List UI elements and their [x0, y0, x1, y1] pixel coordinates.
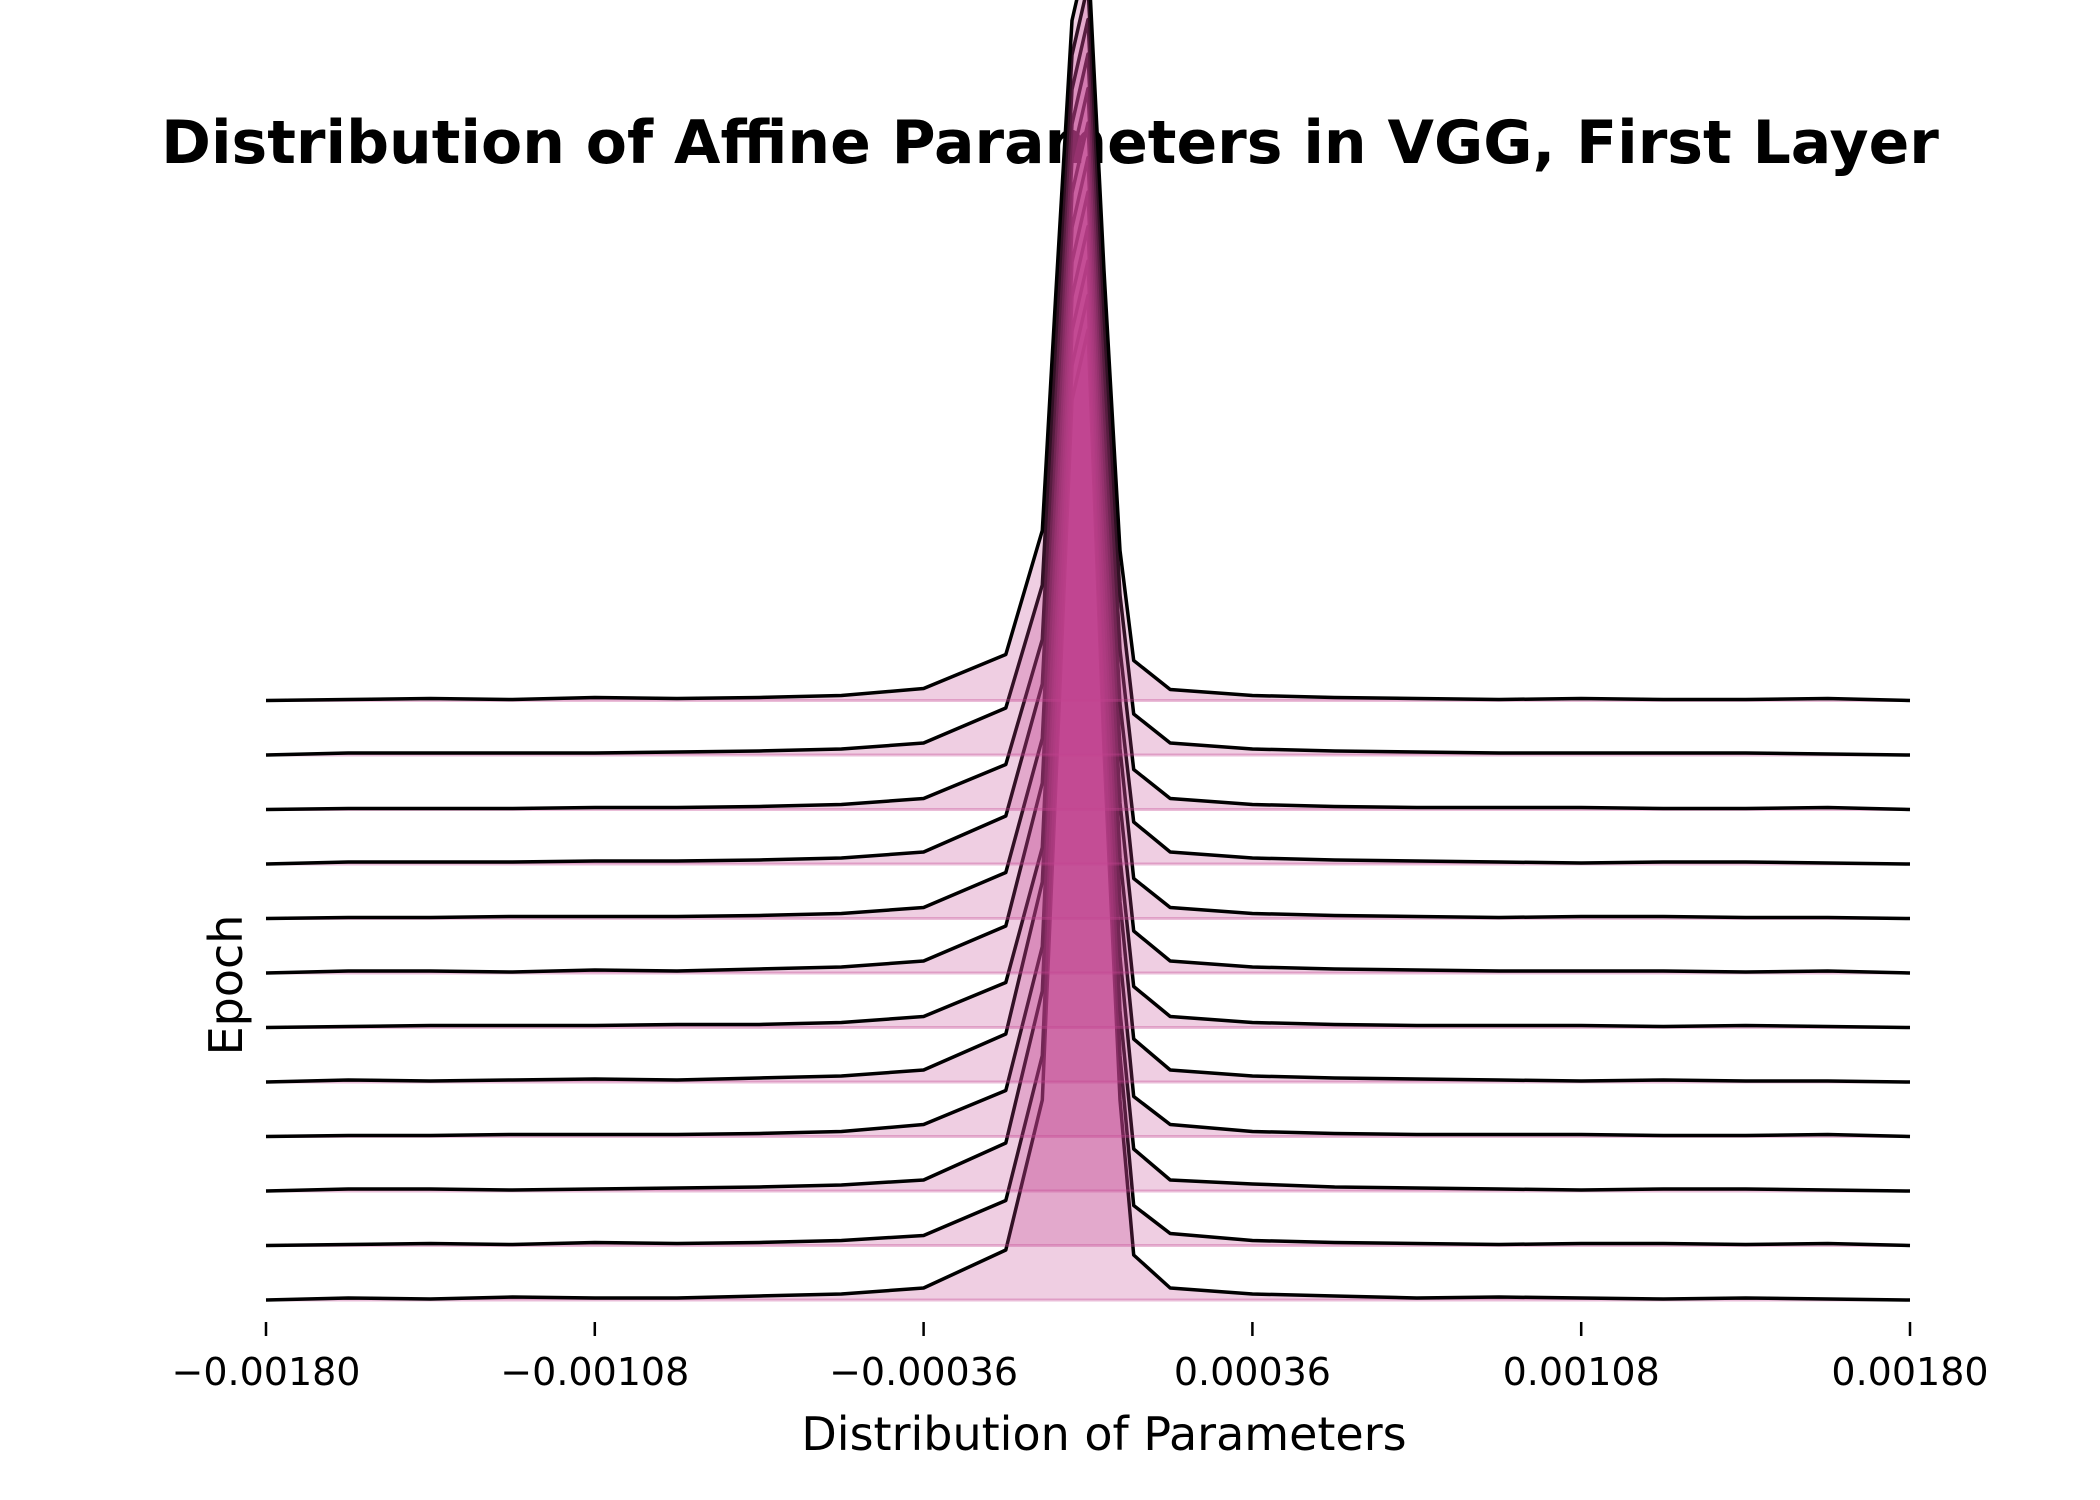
ridge-line: [265, 0, 1911, 703]
x-tick-label: −0.00036: [829, 1350, 1018, 1394]
x-tick-label: 0.00036: [1174, 1350, 1331, 1394]
ridge-area: [266, 330, 1910, 1300]
x-axis-label: Distribution of Parameters: [801, 1407, 1406, 1461]
x-tick-label: 0.00108: [1503, 1350, 1660, 1394]
chart-title: Distribution of Affine Parameters in VGG…: [161, 108, 1939, 178]
x-tick-label: −0.00180: [172, 1350, 361, 1394]
ridge-area: [266, 54, 1910, 864]
x-axis: −0.00180 −0.00108 −0.00036 0.00036 0.00108 0.…: [172, 1322, 1989, 1394]
ridge-area: [266, 19, 1910, 810]
ridge-line: [265, 0, 1911, 757]
ridge-area: [266, 157, 1910, 1028]
y-axis-label: Epoch: [199, 915, 253, 1056]
x-tick-label: 0.00180: [1831, 1350, 1988, 1394]
ridge-area: [266, 192, 1910, 1082]
ridge-area: [266, 261, 1910, 1191]
ridges-group: [265, 0, 1911, 1302]
ridge-area: [266, 226, 1910, 1137]
ridge-area: [266, 295, 1910, 1246]
x-tick-label: −0.00108: [500, 1350, 689, 1394]
ridge-area: [266, 88, 1910, 919]
ridge-area: [266, 0, 1910, 755]
ridge-area: [266, 123, 1910, 973]
ridge-area: [266, 0, 1910, 701]
